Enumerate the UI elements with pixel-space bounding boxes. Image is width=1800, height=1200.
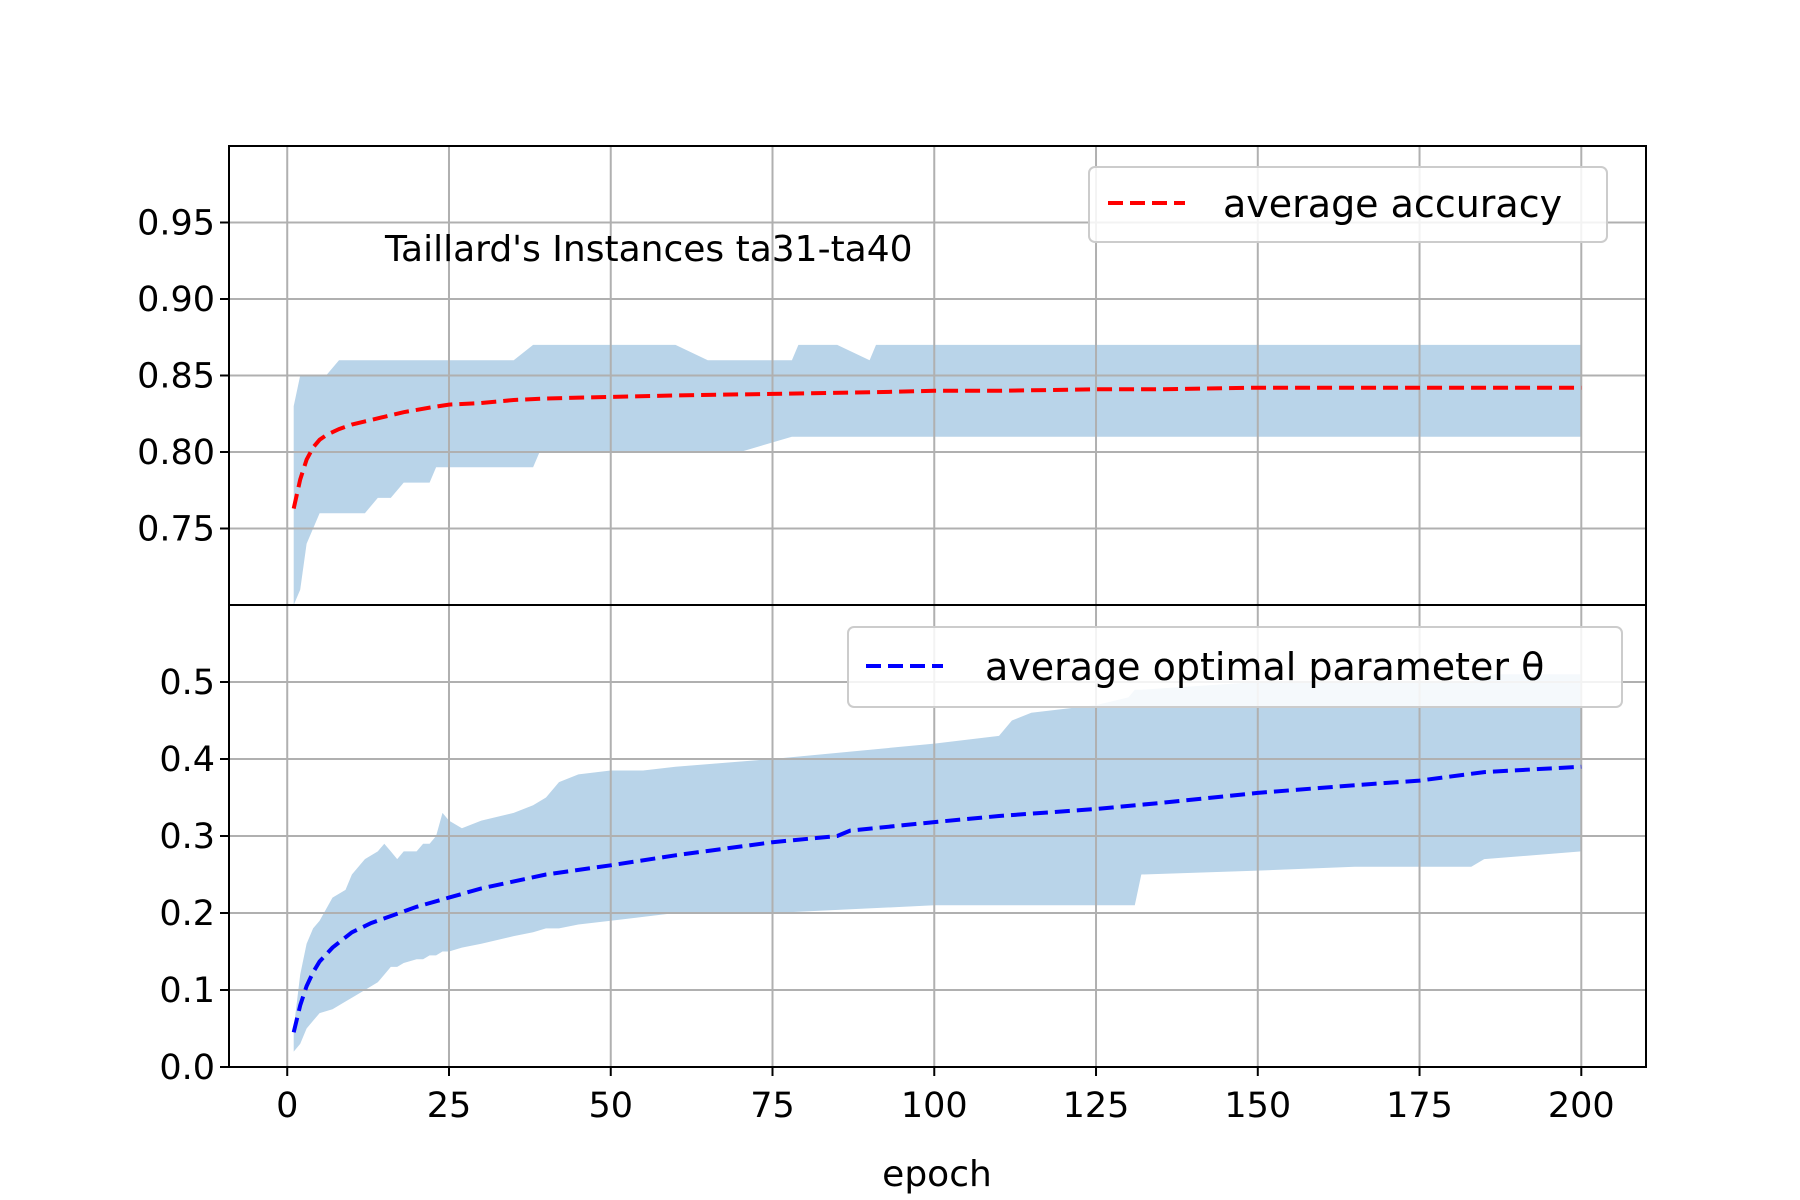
accuracy-y-tick-label: 0.95: [137, 204, 215, 244]
x-axis-label: epoch: [882, 1154, 992, 1195]
theta-y-tick-label: 0.1: [159, 971, 215, 1011]
accuracy-legend-label: average accuracy: [1223, 182, 1562, 226]
chart-title: Taillard's Instances ta31-ta40: [384, 229, 913, 270]
x-tick-label: 25: [427, 1086, 472, 1126]
x-tick-label: 50: [588, 1086, 633, 1126]
theta-panel: 0.0 0.1 0.2 0.3 0.4 0.5 0 25 50 75 100 125 150 175 20…: [159, 604, 1647, 1195]
accuracy-y-tick-label: 0.75: [137, 510, 215, 550]
theta-y-tick-label: 0.5: [159, 663, 215, 703]
accuracy-y-tick-label: 0.90: [137, 280, 215, 320]
accuracy-legend: average accuracy: [1088, 166, 1608, 243]
x-tick-label: 75: [750, 1086, 795, 1126]
theta-series-line: [291, 764, 1582, 1033]
accuracy-y-tick-label: 0.80: [137, 433, 215, 473]
accuracy-series-line: [291, 385, 1582, 510]
theta-y-tick-label: 0.4: [159, 740, 215, 780]
accuracy-panel: 0.75 0.80 0.85 0.90 0.95 Taillard's Instance…: [137, 145, 1647, 606]
theta-plot-frame: [228, 604, 1647, 1068]
theta-legend: average optimal parameter θ: [847, 626, 1623, 708]
accuracy-y-tick-label: 0.85: [137, 357, 215, 397]
accuracy-legend-frame: [1088, 166, 1608, 243]
accuracy-line-layer: [291, 385, 1582, 510]
x-tick-label: 200: [1548, 1086, 1615, 1126]
epoch-x-ticks: 0 25 50 75 100 125 150 175 200: [276, 1067, 1615, 1126]
theta-band-layer: [293, 674, 1582, 1052]
x-tick-label: 100: [901, 1086, 968, 1126]
accuracy-range-band: [293, 344, 1582, 605]
theta-legend-label: average optimal parameter θ: [985, 645, 1544, 689]
theta-legend-frame: [847, 626, 1623, 708]
accuracy-y-ticks: 0.75 0.80 0.85 0.90 0.95: [137, 204, 229, 550]
theta-line-layer: [291, 764, 1582, 1033]
theta-range-band: [293, 674, 1582, 1052]
theta-y-ticks: 0.0 0.1 0.2 0.3 0.4 0.5: [159, 663, 229, 1088]
accuracy-band-layer: [293, 344, 1582, 605]
x-tick-label: 175: [1386, 1086, 1453, 1126]
x-tick-label: 125: [1063, 1086, 1130, 1126]
x-tick-label: 0: [276, 1086, 298, 1126]
theta-y-tick-label: 0.3: [159, 817, 215, 857]
theta-y-tick-label: 0.2: [159, 894, 215, 934]
theta-y-tick-label: 0.0: [159, 1048, 215, 1088]
x-tick-label: 150: [1224, 1086, 1291, 1126]
